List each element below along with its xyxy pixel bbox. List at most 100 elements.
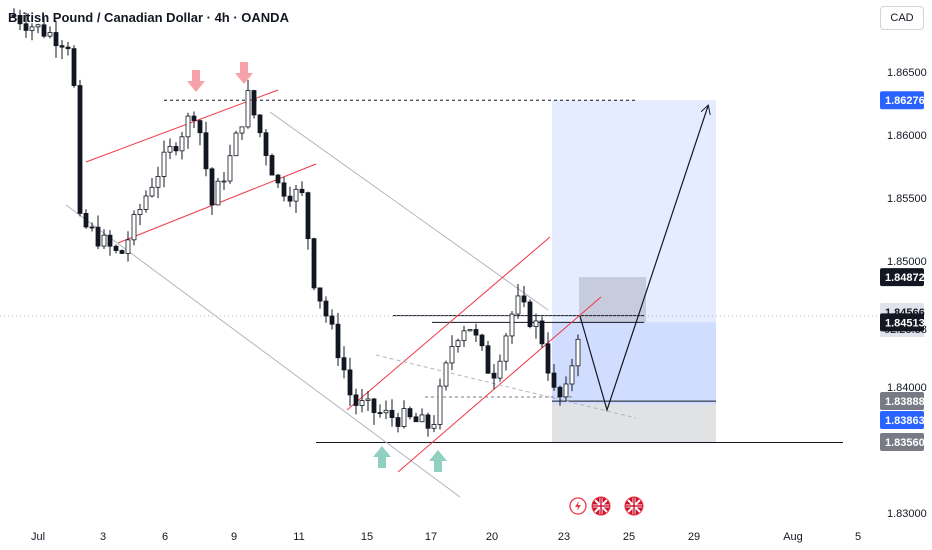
candle-body <box>305 192 311 240</box>
y-tick-label: 1.84000 <box>887 382 927 394</box>
candle-body <box>527 301 533 327</box>
candle-body <box>191 115 197 122</box>
price-badge-text: 1.83888 <box>885 396 925 408</box>
candle-body <box>185 115 191 138</box>
y-tick-label: 1.85500 <box>887 193 927 205</box>
candle-body <box>47 32 53 37</box>
candle-body <box>155 176 161 188</box>
price-badge: 1.83560 <box>880 433 925 451</box>
candle-body <box>341 357 347 371</box>
price-badge-text: 1.83560 <box>885 437 925 449</box>
candle-body <box>539 320 545 345</box>
lightning-icon-bolt <box>575 501 581 511</box>
x-tick-label: 29 <box>688 531 700 543</box>
candle-body <box>173 146 179 152</box>
candle-body <box>125 239 131 254</box>
x-tick-label: 6 <box>162 531 168 543</box>
candle-body <box>395 417 401 427</box>
x-tick-label: 11 <box>293 531 304 543</box>
up-arrow-icon <box>429 450 447 472</box>
candle-body <box>359 400 365 406</box>
y-tick-label: 1.83000 <box>887 508 927 520</box>
currency-button[interactable]: CAD <box>880 6 924 30</box>
candle-body <box>101 234 107 247</box>
candle-body <box>431 424 437 429</box>
candle-body <box>287 195 293 202</box>
price-badge-bg <box>880 433 924 451</box>
candle-body <box>467 329 473 332</box>
candle-body <box>479 334 485 347</box>
price-badge-bg <box>880 392 924 410</box>
candle-body <box>269 155 275 176</box>
candle-body <box>23 23 29 31</box>
x-tick-label: Aug <box>783 531 803 543</box>
candle-body <box>35 24 41 28</box>
uk-flag-icon[interactable] <box>624 496 644 516</box>
candle-body <box>329 315 335 325</box>
symbol-title[interactable]: British Pound / Canadian Dollar · 4h · O… <box>8 10 289 25</box>
candle-body <box>143 195 149 210</box>
x-tick-label: 17 <box>425 531 437 543</box>
price-badge: 1.83888 <box>880 392 925 410</box>
candle-body <box>245 90 251 128</box>
y-tick-label: 1.85000 <box>887 256 927 268</box>
candle-body <box>503 335 509 362</box>
candle-body <box>293 188 299 202</box>
x-tick-label: 20 <box>486 531 498 543</box>
lightning-icon[interactable] <box>569 497 587 515</box>
candle-body <box>89 226 95 229</box>
x-tick-label: 15 <box>361 531 373 543</box>
candle-body <box>335 323 341 359</box>
candle-body <box>455 340 461 347</box>
price-badge: 1.86276 <box>880 91 925 110</box>
dashed-trend-line <box>375 354 637 419</box>
candle-body <box>575 338 581 367</box>
price-badge-bg <box>880 411 924 429</box>
candle-body <box>323 300 329 317</box>
price-badge-bg <box>880 268 924 287</box>
x-tick-label: 25 <box>623 531 635 543</box>
candle-body <box>521 295 527 303</box>
candle-body <box>77 85 83 214</box>
candle-body <box>497 360 503 379</box>
stop-zone <box>552 404 716 443</box>
uk-flag-icon[interactable] <box>591 496 611 516</box>
range-box <box>579 277 646 323</box>
candle-body <box>347 369 353 396</box>
candle-body <box>473 329 479 336</box>
candle-body <box>215 180 221 206</box>
candle-body <box>419 414 425 423</box>
candle-body <box>491 372 497 379</box>
candle-body <box>227 155 233 182</box>
y-tick-label: 1.86000 <box>887 130 927 142</box>
price-badge-bg <box>880 313 924 332</box>
candle-body <box>239 126 245 134</box>
up-arrow-icon <box>373 446 391 468</box>
candle-body <box>311 238 317 289</box>
candle-body <box>203 132 209 170</box>
price-badge-text: 1.84872 <box>885 272 925 284</box>
candle-body <box>167 146 173 153</box>
candle-body <box>317 287 323 302</box>
candle-body <box>569 365 575 385</box>
x-tick-label: 23 <box>558 531 570 543</box>
candle-body <box>83 213 89 228</box>
candle-body <box>437 385 443 425</box>
candle-body <box>131 214 137 241</box>
candle-body <box>353 394 359 406</box>
candle-body <box>41 24 47 37</box>
candle-body <box>95 226 101 247</box>
x-tick-label: 5 <box>855 531 861 543</box>
price-badge-text: 1.86276 <box>885 95 925 107</box>
channel-gray-lower <box>65 204 461 498</box>
candle-body <box>275 174 281 184</box>
candle-body <box>179 136 185 152</box>
candle-body <box>29 26 35 31</box>
candle-body <box>53 32 59 47</box>
candle-body <box>413 416 419 423</box>
price-badge: 1.84513 <box>880 313 925 332</box>
candle-body <box>563 383 569 398</box>
candle-body <box>449 346 455 364</box>
candle-body <box>377 412 383 414</box>
